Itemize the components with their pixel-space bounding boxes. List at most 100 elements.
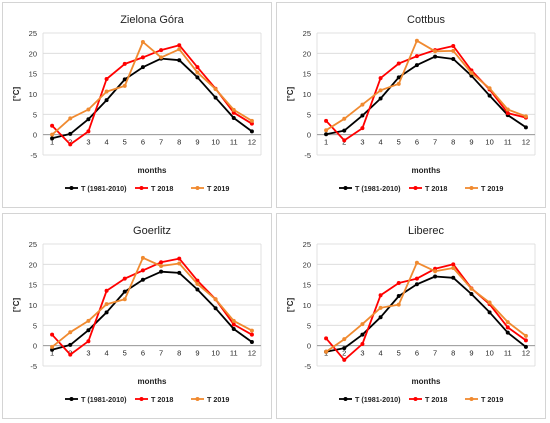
x-tick-label: 11 bbox=[230, 349, 238, 358]
y-tick-label: 0 bbox=[33, 131, 37, 140]
legend-swatch-marker bbox=[139, 186, 144, 190]
data-point-t-2019 bbox=[433, 49, 438, 54]
data-point-t-1981-2010 bbox=[177, 58, 182, 63]
data-point-t-2019 bbox=[104, 89, 109, 94]
y-axis-label: [°C] bbox=[286, 87, 295, 102]
legend-swatch-marker bbox=[69, 397, 74, 401]
data-point-t-2019 bbox=[378, 305, 383, 310]
data-point-t-1981-2010 bbox=[433, 54, 438, 59]
series-line-t-1981-2010 bbox=[51, 57, 253, 140]
data-point-t-1981-2010 bbox=[469, 292, 474, 297]
data-point-t-2019 bbox=[177, 261, 182, 266]
x-tick-label: 4 bbox=[104, 349, 108, 358]
chart-title: Cottbus bbox=[407, 14, 445, 26]
series-line-t-2018 bbox=[325, 263, 527, 361]
data-point-t-2019 bbox=[86, 318, 91, 323]
legend-swatch-marker bbox=[195, 186, 200, 190]
y-tick-label: 20 bbox=[29, 49, 37, 58]
x-tick-label: 6 bbox=[415, 138, 419, 147]
x-tick-label: 7 bbox=[433, 138, 437, 147]
data-point-t-1981-2010 bbox=[249, 129, 254, 134]
y-axis-label: [°C] bbox=[12, 298, 21, 313]
data-point-t-2018 bbox=[122, 276, 127, 281]
x-tick-label: 12 bbox=[248, 349, 256, 358]
series-line-t-2019 bbox=[51, 41, 253, 136]
data-point-t-1981-2010 bbox=[360, 113, 365, 118]
x-tick-label: 1 bbox=[324, 138, 328, 147]
x-tick-label: 8 bbox=[451, 349, 455, 358]
data-point-t-2018 bbox=[249, 332, 254, 337]
data-point-t-2018 bbox=[378, 293, 383, 298]
panel-goerlitz: Goerlitz-50510152025123456789101112[°C]m… bbox=[2, 213, 272, 419]
data-point-t-2019 bbox=[231, 318, 236, 323]
x-tick-label: 5 bbox=[397, 349, 401, 358]
data-point-t-1981-2010 bbox=[360, 332, 365, 337]
x-axis-label: months bbox=[138, 166, 167, 175]
data-point-t-1981-2010 bbox=[195, 75, 200, 80]
x-tick-label: 7 bbox=[159, 138, 163, 147]
x-axis-label: months bbox=[412, 166, 441, 175]
data-point-t-1981-2010 bbox=[195, 287, 200, 292]
data-point-t-2019 bbox=[505, 107, 510, 112]
y-tick-label: 25 bbox=[29, 240, 37, 249]
data-point-t-2019 bbox=[487, 86, 492, 91]
legend-label: T (1981-2010) bbox=[355, 184, 401, 193]
y-tick-label: 25 bbox=[303, 29, 311, 38]
legend-label: T (1981-2010) bbox=[81, 184, 127, 193]
y-axis-label: [°C] bbox=[12, 87, 21, 102]
data-point-t-2018 bbox=[378, 76, 383, 81]
data-point-t-2018 bbox=[324, 336, 329, 341]
legend-item-t-1981-2010: T (1981-2010) bbox=[339, 395, 401, 404]
data-point-t-2019 bbox=[414, 260, 419, 265]
data-point-t-2018 bbox=[122, 61, 127, 66]
data-point-t-1981-2010 bbox=[140, 277, 145, 282]
chart-title: Goerlitz bbox=[133, 225, 171, 237]
data-point-t-1981-2010 bbox=[396, 75, 401, 80]
data-point-t-2018 bbox=[360, 342, 365, 347]
y-tick-label: 15 bbox=[29, 281, 37, 290]
y-tick-label: 10 bbox=[303, 301, 311, 310]
data-point-t-2018 bbox=[159, 48, 164, 53]
series-line-t-2018 bbox=[51, 44, 253, 146]
data-point-t-2019 bbox=[249, 328, 254, 333]
panel-zielona-gora: Zielona Góra -5 0 5 10 15 20 25 1 2 3 4 5 6 7 8 9 10 11 12[… bbox=[2, 2, 272, 208]
legend-item-t-2019: T 2019 bbox=[191, 184, 229, 193]
data-point-t-2018 bbox=[68, 352, 73, 357]
data-point-t-1981-2010 bbox=[104, 98, 109, 103]
data-point-t-2019 bbox=[487, 300, 492, 305]
chart-cottbus: Cottbus-50510152025123456789101112[°C]mo… bbox=[286, 14, 536, 193]
legend-label: T 2018 bbox=[151, 395, 173, 404]
x-tick-label: 9 bbox=[195, 138, 199, 147]
series-line-t-1981-2010 bbox=[325, 55, 527, 136]
data-point-t-2018 bbox=[360, 126, 365, 131]
data-point-t-1981-2010 bbox=[231, 115, 236, 120]
x-axis-label: months bbox=[138, 377, 167, 386]
data-point-t-2019 bbox=[140, 39, 145, 44]
x-tick-label: 12 bbox=[248, 138, 256, 147]
data-point-t-1981-2010 bbox=[213, 95, 218, 100]
data-point-t-1981-2010 bbox=[487, 310, 492, 315]
x-tick-label: 9 bbox=[195, 349, 199, 358]
chart-title: Zielona Góra bbox=[120, 14, 184, 26]
legend-item-t-2018: T 2018 bbox=[409, 184, 447, 193]
series-line-t-1981-2010 bbox=[325, 275, 527, 353]
series-line-t-2019 bbox=[325, 261, 527, 353]
y-tick-label: 10 bbox=[29, 301, 37, 310]
data-point-t-2019 bbox=[231, 107, 236, 112]
data-point-t-2019 bbox=[433, 269, 438, 274]
data-point-t-2018 bbox=[451, 262, 456, 267]
y-axis-label: [°C] bbox=[286, 298, 295, 313]
chart-goerlitz: Goerlitz-50510152025123456789101112[°C]m… bbox=[12, 225, 262, 404]
x-tick-label: 10 bbox=[485, 349, 493, 358]
x-tick-label: 5 bbox=[123, 138, 127, 147]
x-tick-label: 2 bbox=[68, 138, 72, 147]
y-tick-label: 5 bbox=[307, 110, 311, 119]
y-tick-label: 25 bbox=[303, 240, 311, 249]
data-point-t-2019 bbox=[324, 349, 329, 354]
y-tick-label: 5 bbox=[33, 321, 37, 330]
data-point-t-2019 bbox=[195, 70, 200, 75]
data-point-t-2019 bbox=[342, 116, 347, 121]
data-point-t-1981-2010 bbox=[451, 57, 456, 62]
y-tick-label: -5 bbox=[304, 151, 311, 160]
panel-cottbus: Cottbus-50510152025123456789101112[°C]mo… bbox=[276, 2, 546, 208]
